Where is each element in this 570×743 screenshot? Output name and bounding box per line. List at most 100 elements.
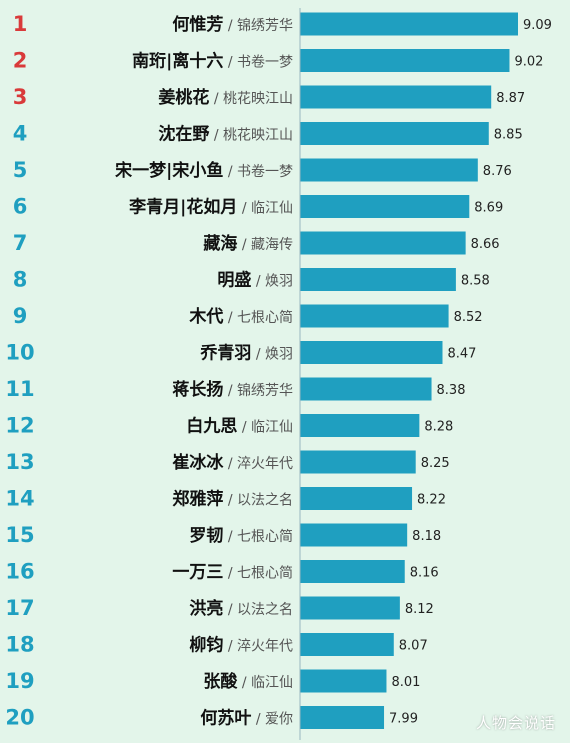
bar bbox=[300, 377, 432, 401]
value-label: 8.58 bbox=[461, 274, 490, 289]
person-name: 姜桃花 bbox=[158, 87, 209, 108]
drama-name: / 以法之名 bbox=[223, 493, 293, 509]
row-label: 一万三 / 七根心简 bbox=[172, 563, 293, 583]
row-label: 沈在野 / 桃花映江山 bbox=[158, 124, 293, 145]
rank-number: 12 bbox=[5, 414, 34, 438]
value-label: 9.09 bbox=[523, 18, 552, 33]
rank-number: 18 bbox=[5, 633, 34, 657]
rank-number: 10 bbox=[5, 341, 34, 365]
bar bbox=[300, 12, 518, 36]
value-label: 8.69 bbox=[474, 201, 503, 216]
bar bbox=[300, 487, 413, 510]
row-label: 乔青羽 / 焕羽 bbox=[199, 343, 293, 364]
drama-name: / 临江仙 bbox=[237, 201, 293, 217]
rank-number: 6 bbox=[13, 195, 28, 219]
bar bbox=[300, 669, 387, 693]
bar bbox=[300, 195, 470, 218]
rank-number: 20 bbox=[5, 706, 34, 730]
person-name: 崔冰冰 bbox=[171, 452, 224, 473]
drama-name: / 书卷一梦 bbox=[223, 55, 293, 71]
row-label: 柳钧 / 淬火年代 bbox=[189, 635, 293, 656]
row-label: 姜桃花 / 桃花映江山 bbox=[158, 87, 293, 108]
drama-name: / 以法之名 bbox=[223, 602, 293, 618]
value-label: 8.52 bbox=[454, 310, 483, 325]
drama-name: / 爱你 bbox=[251, 712, 293, 728]
person-name: 蒋长扬 bbox=[172, 379, 223, 400]
bar bbox=[300, 341, 443, 364]
person-name: 南珩|离十六 bbox=[132, 51, 223, 72]
rank-number: 15 bbox=[5, 523, 34, 547]
drama-name: / 七根心简 bbox=[223, 565, 293, 582]
drama-name: / 七根心简 bbox=[223, 309, 293, 326]
rank-number: 1 bbox=[13, 12, 28, 36]
person-name: 一万三 bbox=[172, 563, 223, 583]
value-label: 8.01 bbox=[391, 675, 420, 690]
rank-number: 3 bbox=[13, 85, 28, 109]
value-label: 8.87 bbox=[496, 91, 525, 106]
rank-number: 9 bbox=[13, 304, 28, 328]
drama-name: / 临江仙 bbox=[237, 420, 293, 436]
person-name: 洪亮 bbox=[189, 598, 223, 619]
value-label: 8.28 bbox=[424, 420, 453, 435]
bar bbox=[300, 268, 456, 291]
value-label: 8.16 bbox=[410, 566, 439, 581]
row-label: 木代 / 七根心简 bbox=[188, 306, 293, 327]
bar bbox=[300, 596, 400, 620]
row-label: 郑雅萍 / 以法之名 bbox=[172, 489, 293, 510]
person-name: 何苏叶 bbox=[200, 708, 251, 729]
rank-number: 13 bbox=[5, 450, 34, 474]
drama-name: / 桃花映江山 bbox=[209, 91, 293, 107]
drama-name: / 淬火年代 bbox=[223, 639, 293, 655]
value-label: 8.47 bbox=[447, 347, 476, 362]
bar bbox=[300, 560, 405, 583]
row-label: 白九思 / 临江仙 bbox=[186, 416, 293, 437]
bar bbox=[300, 49, 510, 72]
drama-name: / 桃花映江山 bbox=[209, 128, 293, 144]
person-name: 沈在野 bbox=[158, 124, 209, 145]
row-label: 何惟芳 / 锦绣芳华 bbox=[172, 14, 293, 35]
rank-number: 17 bbox=[5, 596, 34, 620]
value-label: 8.76 bbox=[483, 164, 512, 179]
value-label: 8.22 bbox=[417, 493, 446, 508]
value-label: 8.07 bbox=[399, 639, 428, 654]
rank-number: 14 bbox=[5, 487, 34, 511]
value-label: 8.25 bbox=[421, 456, 450, 471]
value-label: 8.12 bbox=[405, 602, 434, 617]
bar bbox=[300, 304, 449, 328]
bar bbox=[300, 158, 478, 182]
row-label: 明盛 / 焕羽 bbox=[217, 270, 293, 291]
drama-name: / 临江仙 bbox=[237, 675, 293, 691]
drama-name: / 七根心简 bbox=[223, 528, 293, 545]
value-label: 9.02 bbox=[514, 55, 543, 70]
rank-number: 11 bbox=[5, 377, 34, 401]
person-name: 郑雅萍 bbox=[172, 489, 223, 510]
person-name: 乔青羽 bbox=[199, 343, 251, 364]
row-label: 何苏叶 / 爱你 bbox=[200, 708, 293, 729]
drama-name: / 锦绣芳华 bbox=[223, 382, 293, 399]
bar bbox=[300, 523, 408, 547]
bar bbox=[300, 231, 466, 255]
rank-number: 8 bbox=[13, 268, 28, 292]
bar bbox=[300, 450, 416, 474]
rank-number: 2 bbox=[13, 49, 28, 73]
bar bbox=[300, 633, 394, 656]
drama-name: / 焕羽 bbox=[251, 273, 293, 290]
row-label: 崔冰冰 / 淬火年代 bbox=[171, 452, 293, 473]
row-label: 洪亮 / 以法之名 bbox=[189, 598, 293, 619]
drama-name: / 锦绣芳华 bbox=[223, 17, 293, 34]
drama-name: / 淬火年代 bbox=[223, 456, 293, 472]
drama-name: / 焕羽 bbox=[251, 346, 293, 363]
drama-name: / 藏海传 bbox=[237, 237, 293, 253]
rank-number: 7 bbox=[13, 231, 28, 255]
value-label: 7.99 bbox=[389, 712, 418, 727]
person-name: 柳钧 bbox=[189, 635, 223, 656]
bar bbox=[300, 414, 420, 437]
row-label: 宋一梦|宋小鱼 / 书卷一梦 bbox=[114, 160, 293, 181]
person-name: 李青月|花如月 bbox=[129, 197, 237, 218]
value-label: 8.85 bbox=[494, 128, 523, 143]
rank-number: 4 bbox=[13, 122, 28, 146]
bar bbox=[300, 85, 492, 109]
person-name: 白九思 bbox=[186, 416, 237, 437]
drama-name: / 书卷一梦 bbox=[223, 164, 293, 180]
person-name: 宋一梦|宋小鱼 bbox=[114, 160, 223, 181]
